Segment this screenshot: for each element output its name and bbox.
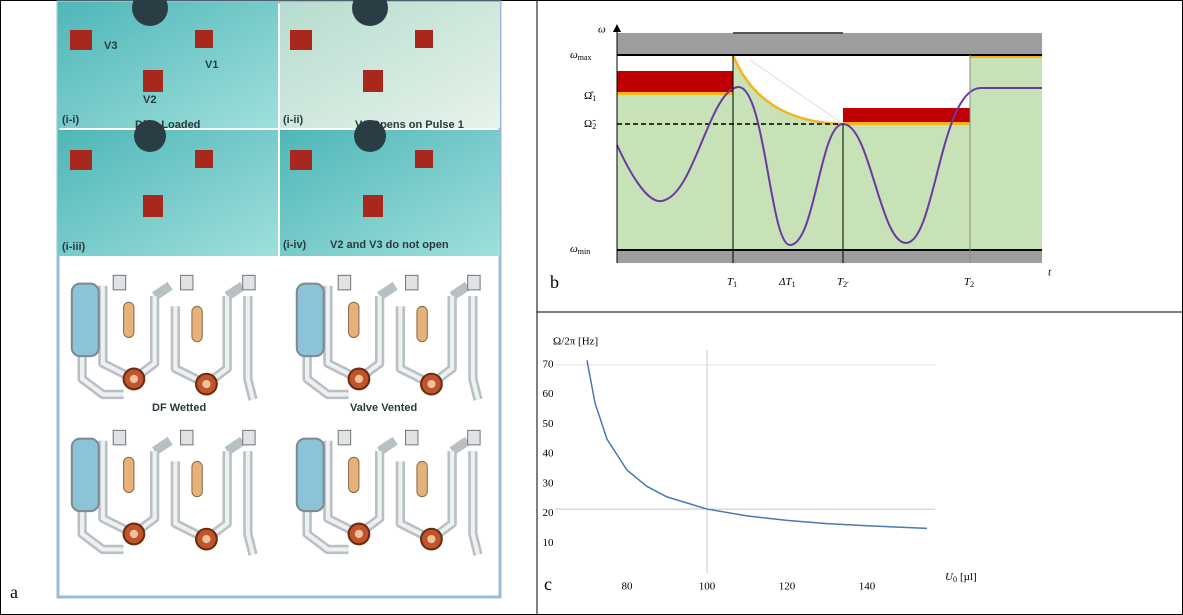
- valve-label: V2: [143, 94, 156, 106]
- photo-caption: V2 and V3 do not open: [330, 239, 449, 251]
- x-tick-label: 120: [779, 581, 796, 593]
- photo-tag: (i-iv): [283, 239, 307, 251]
- diagram-caption: DF Wetted: [152, 402, 206, 414]
- level-label: Ω̂1: [584, 90, 596, 103]
- photo-caption: Disc Loaded: [135, 119, 200, 131]
- y-tick-label: 30: [543, 477, 555, 489]
- level-label: ωmin: [570, 243, 590, 256]
- y-axis-label: Ω/2π [Hz]: [553, 336, 598, 348]
- diagram-caption: Valve Vented: [350, 402, 417, 414]
- x-tick-label: 80: [622, 581, 634, 593]
- valve-label: V1: [205, 59, 218, 71]
- y-tick-label: 10: [543, 537, 555, 549]
- time-label: T1: [727, 276, 737, 289]
- panel-c: Ω/2π [Hz] U0 [µl] c 10 20 30 40 50 60 70 80 100 12…: [543, 336, 977, 595]
- time-label: ΔT1: [778, 276, 796, 289]
- x-tick-label: 100: [699, 581, 716, 593]
- y-tick-label: 20: [543, 507, 555, 519]
- valve-label: V3: [104, 40, 117, 52]
- time-label: T2′: [837, 276, 849, 289]
- panel-label: a: [10, 582, 18, 602]
- photo-tag: (i-i): [62, 114, 79, 126]
- panel-b: ω t ωmax Ω̂1 Ω̃2 ωmin T1 ΔT1 T2′ T2 b: [550, 24, 1052, 293]
- x-tick-label: 140: [859, 581, 876, 593]
- y-axis-label: ω: [598, 24, 606, 36]
- y-tick-label: 70: [543, 358, 555, 370]
- level-label: Ω̃2: [584, 118, 596, 131]
- x-axis-label: t: [1048, 267, 1052, 279]
- level-label: ωmax: [570, 49, 592, 62]
- panel-a: V3 V1 V2 (i-i) Disc Loaded (i-ii) V1 Ope…: [10, 0, 502, 602]
- panel-label: b: [550, 272, 559, 292]
- y-tick-label: 40: [543, 448, 555, 460]
- y-tick-label: 50: [543, 418, 555, 430]
- photo-tag: (i-iii): [62, 241, 86, 253]
- data-line: [586, 360, 928, 530]
- x-axis-label: U0 [µl]: [945, 571, 977, 584]
- time-label: T2: [964, 276, 974, 289]
- photo-caption: V1 Opens on Pulse 1: [355, 119, 464, 131]
- panel-label: c: [544, 574, 552, 594]
- y-tick-label: 60: [543, 388, 555, 400]
- photo-tag: (i-ii): [283, 114, 303, 126]
